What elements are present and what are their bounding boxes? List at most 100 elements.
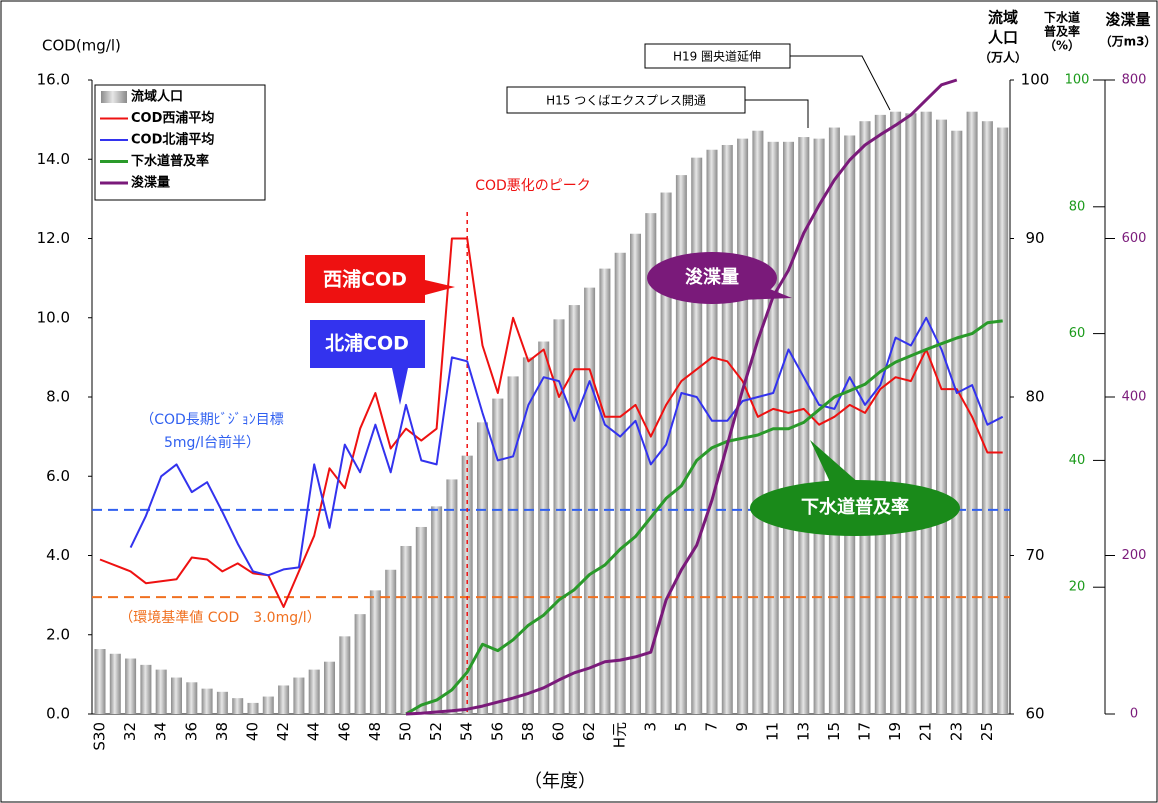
callout-label: 下水道普及率 bbox=[801, 496, 909, 518]
x-tick-label: 56 bbox=[488, 722, 506, 741]
annotation: 5mg/l台前半） bbox=[164, 434, 260, 451]
y-tick-label: 0.0 bbox=[46, 705, 70, 723]
bar bbox=[844, 135, 856, 715]
axis-title: 流域 bbox=[988, 9, 1018, 27]
bar bbox=[614, 252, 626, 714]
bar bbox=[324, 661, 335, 714]
bar bbox=[140, 664, 152, 714]
bar bbox=[186, 682, 198, 714]
x-tick-label: 19 bbox=[886, 722, 904, 741]
bar bbox=[171, 677, 182, 714]
bar bbox=[981, 121, 993, 714]
callout-label: 北浦COD bbox=[325, 332, 409, 355]
x-tick-label: 44 bbox=[305, 722, 323, 741]
y-tick-label: 16.0 bbox=[37, 71, 70, 89]
legend-label: COD西浦平均 bbox=[131, 110, 214, 126]
callout-box bbox=[750, 480, 960, 536]
bar bbox=[477, 422, 488, 714]
legend-label: 流域人口 bbox=[131, 89, 183, 105]
bar bbox=[691, 157, 703, 715]
y3-tick-label: 80 bbox=[1069, 199, 1086, 214]
x-tick-label: H元 bbox=[611, 722, 629, 748]
bar bbox=[920, 111, 932, 714]
bar bbox=[584, 287, 596, 714]
bar bbox=[599, 268, 611, 714]
legend-swatch bbox=[101, 91, 127, 103]
y-axis-title: COD(mg/l) bbox=[42, 37, 121, 55]
bar bbox=[293, 677, 305, 714]
bar bbox=[752, 130, 764, 715]
bar bbox=[905, 113, 917, 714]
y-tick-label: 2.0 bbox=[46, 625, 70, 643]
x-tick-label: 60 bbox=[550, 722, 568, 741]
axis-title: （%） bbox=[1044, 38, 1080, 53]
bar bbox=[874, 114, 886, 715]
annotation: COD悪化のピーク bbox=[475, 178, 591, 194]
bar bbox=[553, 319, 565, 714]
bar bbox=[94, 649, 106, 714]
y-tick-label: 6.0 bbox=[46, 467, 70, 485]
axis-title: 下水道 bbox=[1044, 10, 1080, 25]
y-tick-label: 10.0 bbox=[37, 308, 70, 326]
callouts: 西浦COD 北浦COD 浚渫量 下水道普及率 H19 圏央道延伸 H15 つくば… bbox=[119, 43, 960, 626]
bar bbox=[109, 653, 121, 714]
note-box bbox=[644, 43, 791, 69]
legend-label: COD北浦平均 bbox=[131, 132, 214, 148]
y3-tick-label: 100 bbox=[1065, 73, 1090, 88]
x-tick-label: 42 bbox=[274, 722, 292, 741]
y3-tick-label: 60 bbox=[1069, 326, 1086, 341]
y3-tick-label: 40 bbox=[1069, 453, 1086, 468]
bar bbox=[630, 233, 641, 714]
bar bbox=[951, 130, 963, 715]
axis-title: 浚渫量 bbox=[1105, 11, 1150, 29]
x-tick-label: S30 bbox=[91, 722, 109, 751]
bar bbox=[859, 121, 871, 714]
x-tick-label: 9 bbox=[733, 722, 751, 732]
bar bbox=[737, 138, 749, 714]
x-tick-label: 23 bbox=[947, 722, 965, 741]
bar bbox=[675, 175, 687, 715]
legend-box bbox=[94, 84, 266, 201]
bar bbox=[507, 376, 519, 714]
x-tick-label: 46 bbox=[335, 722, 353, 741]
bar bbox=[216, 691, 228, 714]
axis-title: （万人） bbox=[979, 50, 1027, 65]
x-tick-label: 13 bbox=[794, 722, 812, 741]
bar bbox=[354, 614, 366, 714]
x-tick-label: 40 bbox=[244, 722, 262, 741]
axis-title: 人口 bbox=[988, 29, 1018, 47]
note-leader bbox=[790, 55, 891, 111]
bar bbox=[278, 685, 290, 714]
bar bbox=[461, 455, 473, 714]
x-tick-label: 15 bbox=[825, 722, 843, 741]
bar bbox=[706, 149, 718, 715]
x-tick-label: 48 bbox=[366, 722, 384, 741]
callout-pointer bbox=[810, 440, 860, 484]
axis-title: 普及率 bbox=[1044, 24, 1080, 39]
x-tick-label: 58 bbox=[519, 722, 537, 741]
y4-tick-label: 200 bbox=[1122, 548, 1147, 563]
bar bbox=[936, 119, 947, 714]
callout-label: 西浦COD bbox=[323, 268, 407, 291]
callout-box bbox=[647, 252, 777, 304]
x-tick-label: 54 bbox=[458, 722, 476, 741]
bar bbox=[247, 702, 259, 714]
callout-box bbox=[305, 255, 455, 303]
callout-box bbox=[310, 320, 425, 405]
bar bbox=[890, 111, 902, 714]
y4-tick-label: 800 bbox=[1122, 73, 1147, 88]
annotation: （環境基準値 COD 3.0mg/l） bbox=[119, 609, 320, 626]
bar bbox=[721, 144, 733, 715]
bar bbox=[415, 526, 427, 714]
x-tick-label: 7 bbox=[703, 722, 721, 732]
y-tick-label: 4.0 bbox=[46, 546, 70, 564]
bar bbox=[339, 636, 351, 714]
y2-tick-label: 60 bbox=[1025, 705, 1044, 723]
bar bbox=[232, 698, 244, 714]
bar bbox=[431, 506, 443, 714]
callout-label: 浚渫量 bbox=[685, 266, 739, 288]
y4-tick-label: 0 bbox=[1130, 707, 1138, 722]
line bbox=[405, 319, 1003, 716]
